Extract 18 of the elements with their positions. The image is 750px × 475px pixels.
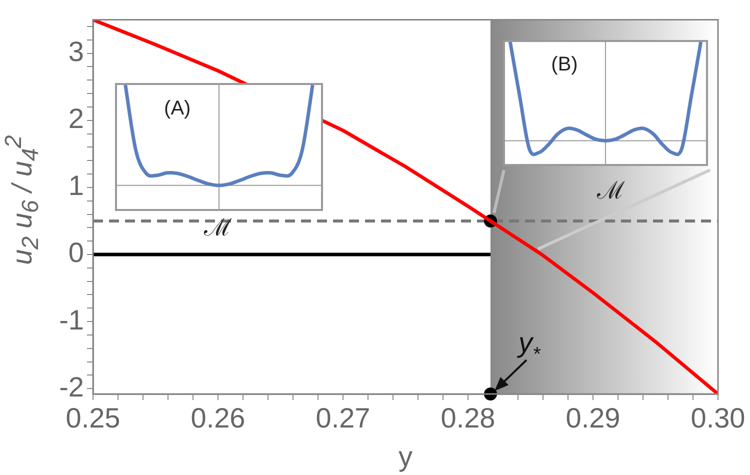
x-tick-label: 0.25 <box>66 402 120 434</box>
y-tick-label: 1 <box>68 170 84 202</box>
x-tick-label: 0.28 <box>440 402 496 434</box>
y-tick-label: 0 <box>68 237 84 268</box>
y-tick-label: -1 <box>59 304 84 336</box>
y-tick-label: -2 <box>59 371 84 402</box>
y-tick-label: 2 <box>68 103 84 134</box>
annotation: y* <box>516 327 542 366</box>
x-axis-title: ℳ <box>204 214 232 242</box>
x-tick-label: 0.26 <box>190 402 246 434</box>
x-tick-label: 0.29 <box>566 402 620 434</box>
x-tick-label: 0.27 <box>316 402 370 434</box>
x-axis-title: y <box>398 440 412 472</box>
annotation: (A) <box>164 97 191 120</box>
y-tick-label: 3 <box>68 36 84 68</box>
x-axis-title: ℳ <box>597 176 625 206</box>
annotation: (B) <box>551 54 578 77</box>
x-tick-label: 0.30 <box>690 402 746 434</box>
